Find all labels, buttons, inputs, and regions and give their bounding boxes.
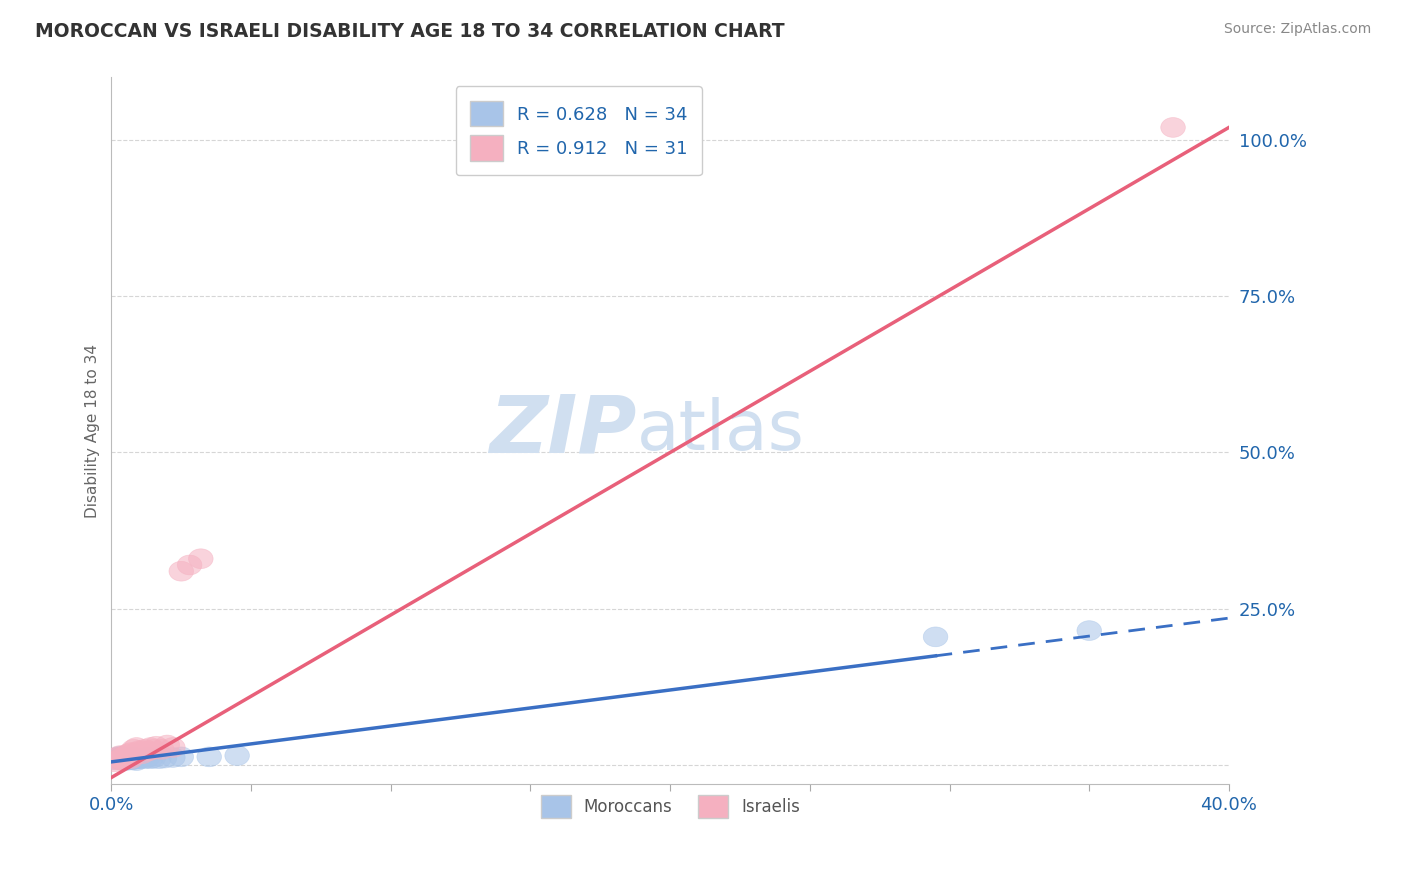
Ellipse shape [160,738,186,757]
Ellipse shape [1077,621,1101,640]
Ellipse shape [121,747,146,767]
Text: atlas: atlas [637,397,804,464]
Ellipse shape [127,740,152,761]
Ellipse shape [107,748,132,768]
Ellipse shape [101,752,127,772]
Ellipse shape [129,748,155,768]
Ellipse shape [225,746,249,765]
Ellipse shape [110,747,135,767]
Ellipse shape [104,747,129,767]
Ellipse shape [112,747,138,767]
Ellipse shape [135,741,160,761]
Ellipse shape [107,749,132,769]
Text: MOROCCAN VS ISRAELI DISABILITY AGE 18 TO 34 CORRELATION CHART: MOROCCAN VS ISRAELI DISABILITY AGE 18 TO… [35,22,785,41]
Ellipse shape [124,738,149,757]
Ellipse shape [141,739,166,759]
Ellipse shape [110,750,135,770]
Legend: Moroccans, Israelis: Moroccans, Israelis [534,788,807,825]
Ellipse shape [197,747,222,767]
Ellipse shape [169,747,194,767]
Ellipse shape [121,739,146,759]
Ellipse shape [160,747,186,767]
Ellipse shape [118,749,143,769]
Ellipse shape [110,749,135,769]
Ellipse shape [129,744,155,764]
Ellipse shape [115,749,141,769]
Ellipse shape [127,749,152,769]
Ellipse shape [924,627,948,647]
Text: ZIP: ZIP [489,392,637,469]
Ellipse shape [138,749,163,769]
Ellipse shape [107,747,132,766]
Ellipse shape [149,739,174,759]
Ellipse shape [112,749,138,769]
Ellipse shape [115,744,141,764]
Ellipse shape [135,747,160,767]
Ellipse shape [124,751,149,771]
Ellipse shape [118,748,143,768]
Y-axis label: Disability Age 18 to 34: Disability Age 18 to 34 [86,343,100,517]
Ellipse shape [152,748,177,768]
Ellipse shape [155,735,180,755]
Ellipse shape [115,748,141,768]
Ellipse shape [169,561,194,581]
Ellipse shape [115,747,141,767]
Ellipse shape [1161,118,1185,137]
Ellipse shape [112,746,138,765]
Ellipse shape [188,549,214,568]
Ellipse shape [121,746,146,765]
Ellipse shape [112,751,138,771]
Ellipse shape [177,555,202,574]
Ellipse shape [138,738,163,757]
Ellipse shape [112,749,138,769]
Ellipse shape [107,746,132,765]
Ellipse shape [124,743,149,763]
Ellipse shape [101,750,127,770]
Ellipse shape [104,747,129,767]
Ellipse shape [124,749,149,769]
Ellipse shape [118,750,143,770]
Ellipse shape [104,750,129,770]
Ellipse shape [110,747,135,767]
Ellipse shape [146,749,172,769]
Ellipse shape [132,739,157,759]
Text: Source: ZipAtlas.com: Source: ZipAtlas.com [1223,22,1371,37]
Ellipse shape [121,749,146,769]
Ellipse shape [104,749,129,769]
Ellipse shape [143,736,169,756]
Ellipse shape [110,750,135,770]
Ellipse shape [132,749,157,769]
Ellipse shape [141,748,166,768]
Ellipse shape [118,743,143,763]
Ellipse shape [107,750,132,770]
